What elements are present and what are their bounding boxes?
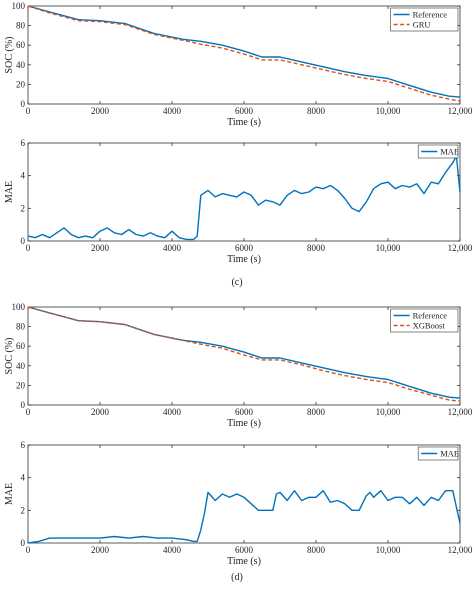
legend-box xyxy=(390,308,459,333)
y-tick-label: 20 xyxy=(16,79,26,89)
y-tick-label: 6 xyxy=(21,440,26,450)
x-tick-label: 12,000 xyxy=(448,106,473,116)
x-tick-label: 0 xyxy=(26,545,31,555)
series-line-reference xyxy=(27,5,461,98)
x-tick-label: 10,000 xyxy=(376,407,401,417)
x-tick-label: 6000 xyxy=(235,407,254,417)
legend-box xyxy=(417,144,459,159)
x-tick-label: 10,000 xyxy=(376,545,401,555)
legend-label-xgboost: XGBoost xyxy=(413,321,446,331)
x-tick-label: 12,000 xyxy=(448,407,473,417)
x-tick-label: 0 xyxy=(26,407,31,417)
legend: MAE xyxy=(417,144,459,159)
legend-label-gru: GRU xyxy=(413,20,431,30)
y-tick-label: 0 xyxy=(21,99,26,109)
x-tick-label: 6000 xyxy=(235,106,254,116)
y-tick-label: 0 xyxy=(21,538,26,548)
y-tick-label: 2 xyxy=(21,505,26,515)
legend-box xyxy=(417,446,459,461)
x-tick-label: 0 xyxy=(26,106,31,116)
x-tick-label: 2000 xyxy=(91,545,110,555)
y-tick-label: 40 xyxy=(16,60,26,70)
y-tick-label: 80 xyxy=(16,322,26,332)
y-tick-label: 6 xyxy=(21,138,26,148)
legend-label-mae: MAE xyxy=(440,147,459,157)
y-axis-label: MAE xyxy=(4,181,15,203)
x-tick-label: 2000 xyxy=(91,106,110,116)
x-tick-label: 12,000 xyxy=(448,243,473,253)
legend: MAE xyxy=(417,446,459,461)
series-line-xgboost xyxy=(27,306,461,402)
x-axis-label: Time (s) xyxy=(227,418,261,429)
soc-chart-c: 0 2000 4000 6000 8000 10,000 12,000 0 20 40 60 80 10… xyxy=(4,1,473,128)
x-axis-label: Time (s) xyxy=(227,117,261,128)
y-tick-label: 4 xyxy=(21,473,26,483)
x-tick-label: 8000 xyxy=(307,407,326,417)
y-axis-label: SOC (%) xyxy=(4,37,15,74)
legend-box xyxy=(390,7,459,32)
x-axis-label: Time (s) xyxy=(227,556,261,567)
x-tick-label: 8000 xyxy=(307,106,326,116)
mae-chart-d: 0 2000 4000 6000 8000 10,000 12,000 0 2 4 6 Time (s… xyxy=(4,440,473,567)
plot-area xyxy=(27,444,461,544)
x-tick-label: 10,000 xyxy=(376,243,401,253)
y-axis-label: MAE xyxy=(4,483,15,505)
x-tick-label: 4000 xyxy=(163,545,182,555)
y-tick-label: 80 xyxy=(16,21,26,31)
mae-chart-c: 0 2000 4000 6000 8000 10,000 12,000 0 2 4 6 Time (s… xyxy=(4,138,473,265)
legend-label-reference: Reference xyxy=(413,311,448,321)
legend-label-mae: MAE xyxy=(440,449,459,459)
y-axis-label: SOC (%) xyxy=(4,338,15,375)
series-line-mae xyxy=(27,155,461,241)
soc-chart-d: 0 2000 4000 6000 8000 10,000 12,000 0 20 40 60 80 10… xyxy=(4,302,473,429)
y-tick-label: 40 xyxy=(16,361,26,371)
y-tick-label: 100 xyxy=(12,302,26,312)
series-line-gru xyxy=(27,5,461,102)
y-tick-label: 20 xyxy=(16,380,26,390)
panel-label-d: (d) xyxy=(231,572,243,583)
series-line-reference xyxy=(27,306,461,399)
x-tick-label: 10,000 xyxy=(376,106,401,116)
x-tick-label: 6000 xyxy=(235,243,254,253)
x-tick-label: 12,000 xyxy=(448,545,473,555)
panel-label-c: (c) xyxy=(231,277,242,288)
x-tick-label: 8000 xyxy=(307,545,326,555)
x-tick-label: 6000 xyxy=(235,545,254,555)
y-tick-label: 60 xyxy=(16,341,26,351)
y-tick-label: 0 xyxy=(21,400,26,410)
x-tick-label: 2000 xyxy=(91,243,110,253)
x-tick-label: 0 xyxy=(26,243,31,253)
x-tick-label: 4000 xyxy=(163,106,182,116)
y-tick-label: 0 xyxy=(21,236,26,246)
x-tick-label: 4000 xyxy=(163,407,182,417)
x-tick-label: 8000 xyxy=(307,243,326,253)
legend-label-reference: Reference xyxy=(413,10,448,20)
y-tick-label: 100 xyxy=(12,1,26,11)
y-tick-label: 60 xyxy=(16,40,26,50)
y-tick-label: 2 xyxy=(21,203,26,213)
y-tick-label: 4 xyxy=(21,171,26,181)
x-tick-label: 4000 xyxy=(163,243,182,253)
x-tick-label: 2000 xyxy=(91,407,110,417)
series-line-mae xyxy=(27,490,461,544)
plot-area xyxy=(27,306,461,406)
x-axis-label: Time (s) xyxy=(227,254,261,265)
